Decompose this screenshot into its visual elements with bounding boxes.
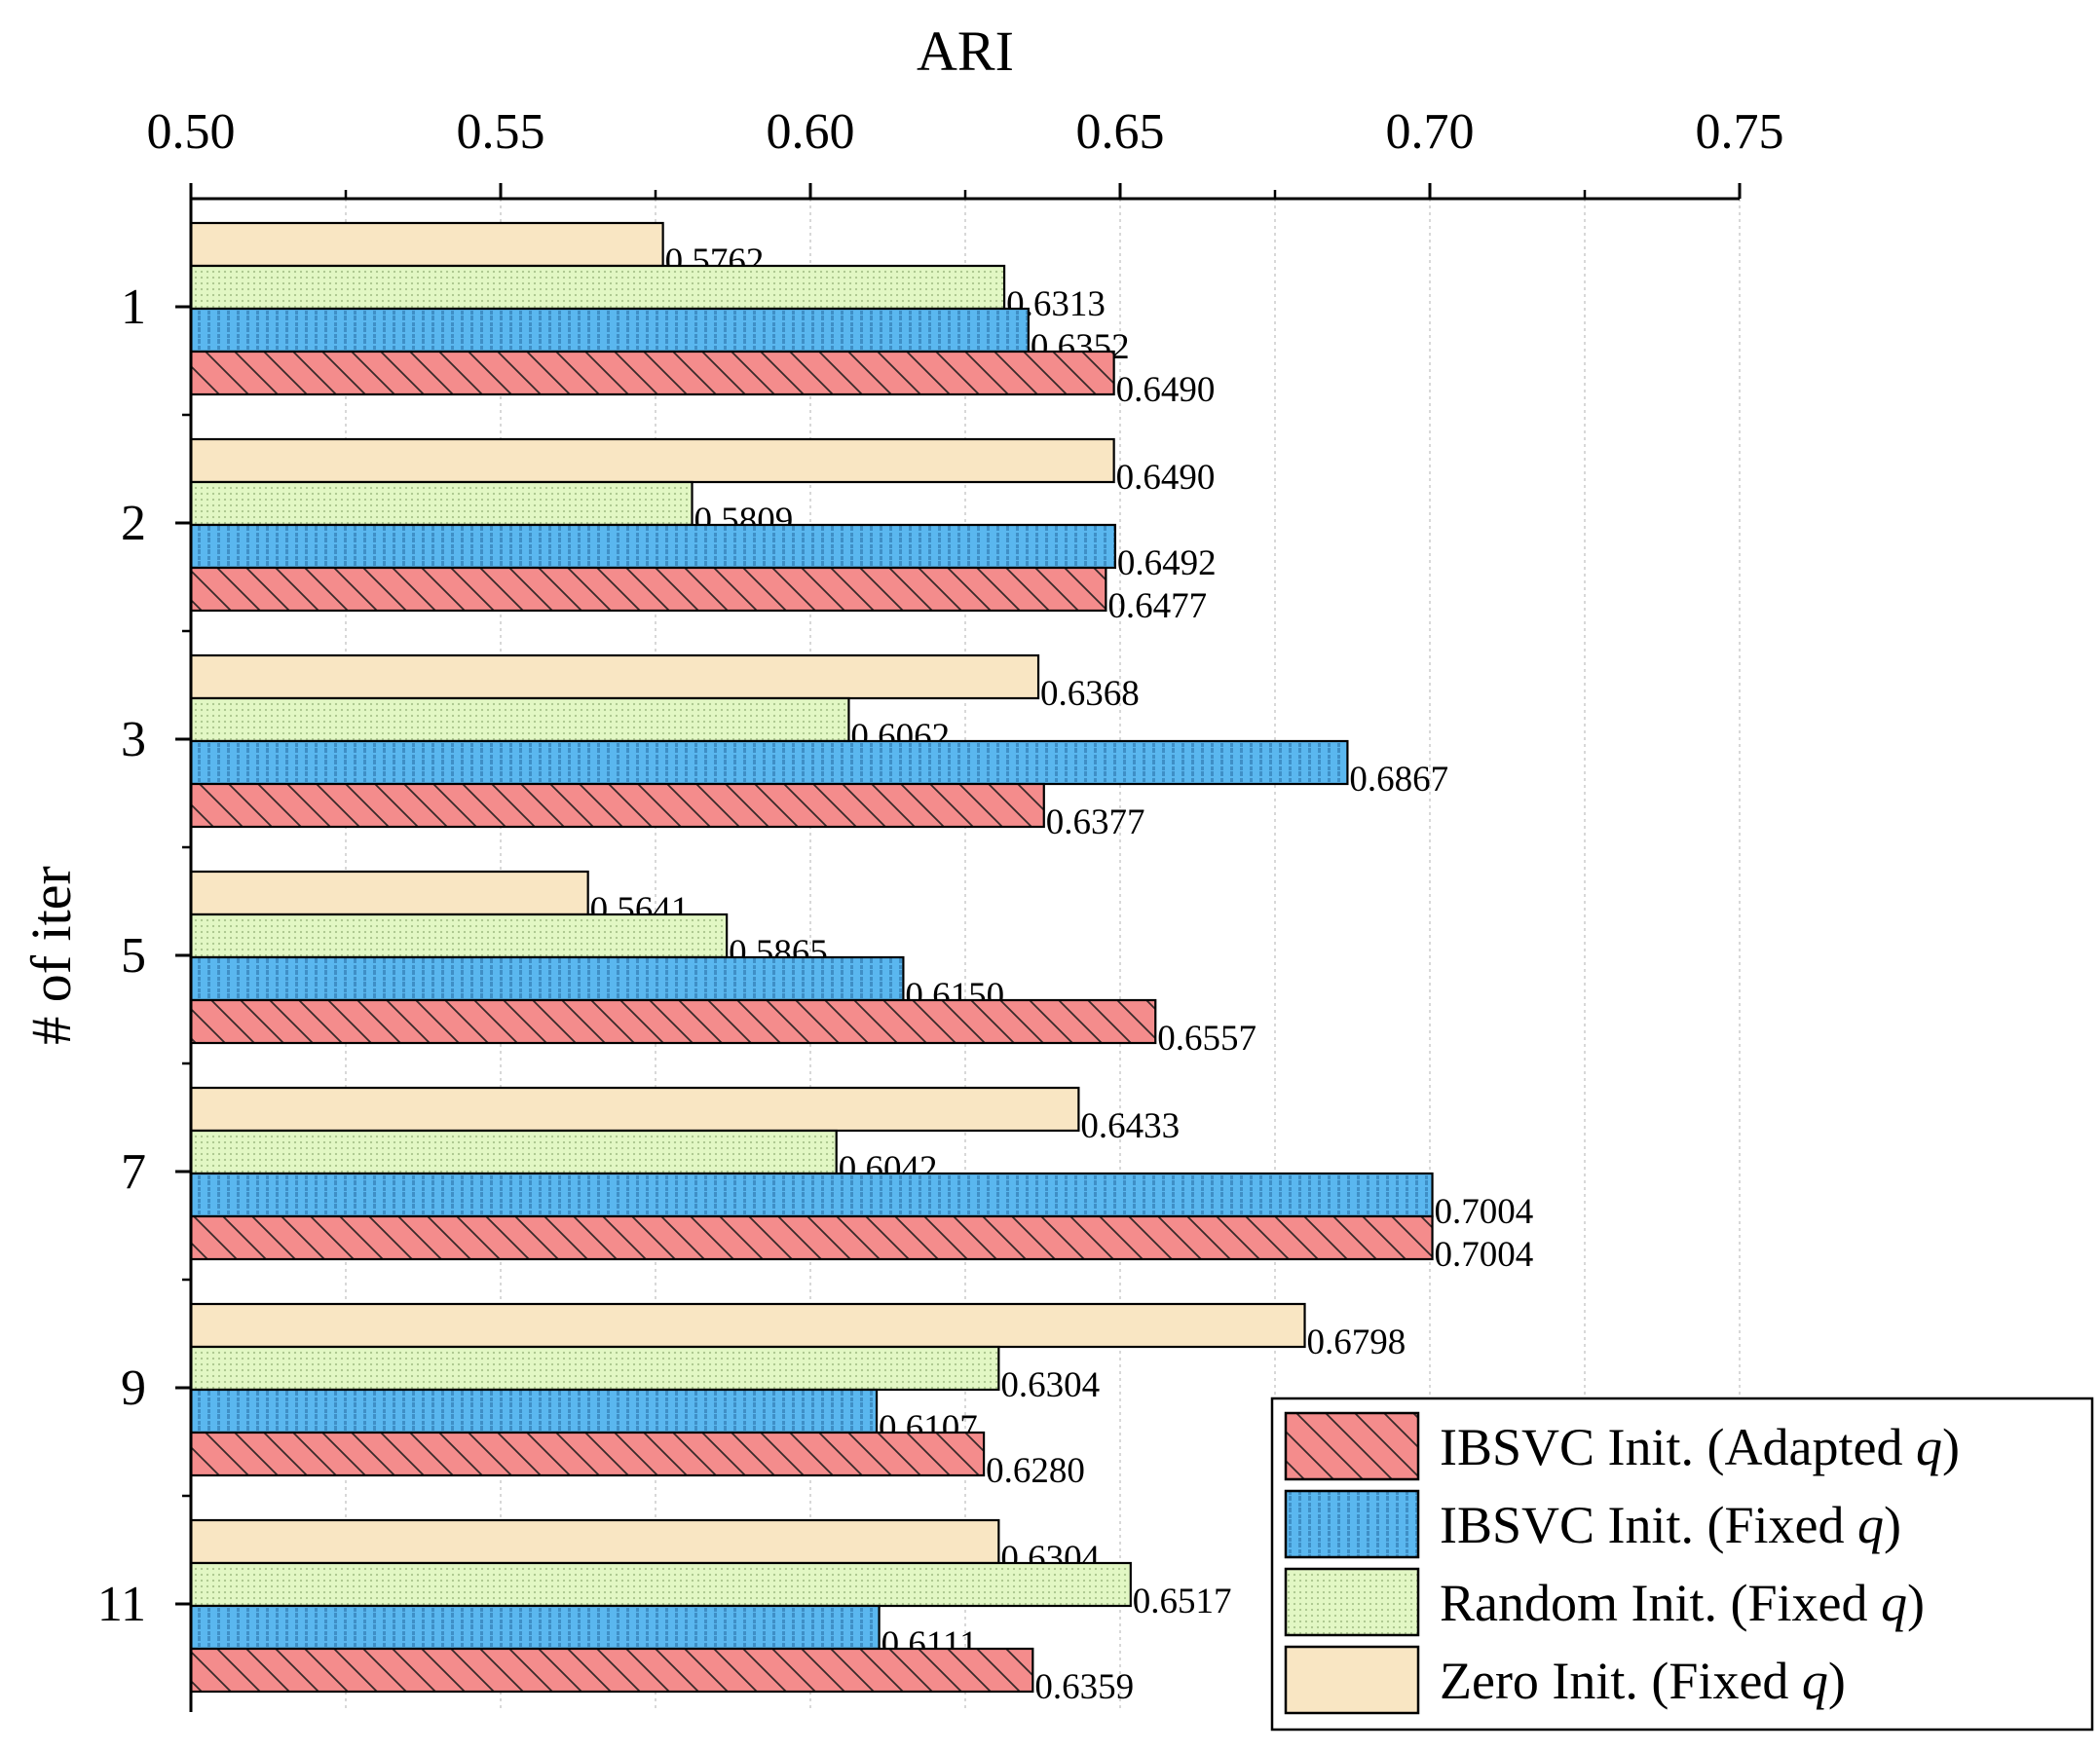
- bar: [189, 566, 1107, 613]
- bar: [189, 350, 1115, 396]
- bar-fill: [191, 872, 588, 914]
- y-tick-label: 2: [121, 496, 146, 551]
- bar: [189, 1129, 838, 1175]
- ticks: 0.50 0.55 0.60 0.65 0.70 0.75 1 2 3 5 7 9 11: [97, 104, 1784, 1632]
- data-label: 0.6490: [1116, 458, 1216, 498]
- legend-swatch-fill: [1286, 1647, 1418, 1713]
- legend-swatch: [1284, 1567, 1420, 1637]
- bar-fill: [191, 655, 1039, 698]
- bar: [189, 307, 1030, 354]
- x-tick-label: 0.65: [1076, 104, 1165, 160]
- data-label: 0.6867: [1349, 760, 1448, 800]
- bar: [189, 1214, 1434, 1261]
- bar: [189, 1172, 1434, 1218]
- data-label: 0.6557: [1157, 1019, 1256, 1059]
- legend-swatch: [1284, 1645, 1420, 1715]
- x-tick-label: 0.55: [457, 104, 545, 160]
- bar: [189, 1345, 1000, 1392]
- bar: [189, 696, 850, 743]
- data-label: 0.6377: [1046, 802, 1145, 842]
- x-tick-label: 0.50: [147, 104, 236, 160]
- data-label: 0.6492: [1117, 543, 1217, 583]
- data-label: 0.6304: [1000, 1365, 1100, 1405]
- bar: [189, 480, 694, 527]
- legend-label: Zero Init. (Fixed q): [1440, 1652, 1846, 1710]
- y-tick-label: 11: [97, 1577, 146, 1632]
- y-tick-label: 9: [121, 1360, 146, 1416]
- data-label: 0.6368: [1040, 674, 1140, 714]
- data-label: 0.6798: [1307, 1323, 1406, 1362]
- legend: IBSVC Init. (Adapted q) IBSVC Init. (Fixe…: [1270, 1397, 2094, 1732]
- bar: [189, 1561, 1132, 1608]
- bar: [189, 739, 1349, 786]
- x-tick-label: 0.75: [1696, 104, 1784, 160]
- y-tick-label: 5: [121, 928, 146, 984]
- bar: [189, 523, 1117, 570]
- bar: [189, 264, 1006, 311]
- bar: [189, 998, 1157, 1045]
- data-label: 0.6359: [1034, 1667, 1134, 1707]
- bar: [189, 1604, 881, 1651]
- data-label: 0.6433: [1080, 1106, 1180, 1146]
- bar: [189, 1388, 879, 1434]
- x-tick-label: 0.60: [767, 104, 855, 160]
- bar-fill: [191, 223, 663, 266]
- bars: 0.57620.63130.63520.64900.64900.58090.64…: [189, 221, 1534, 1707]
- data-label: 0.7004: [1435, 1192, 1534, 1232]
- data-label: 0.6477: [1107, 586, 1207, 626]
- data-label: 0.7004: [1435, 1235, 1534, 1275]
- bar-fill: [191, 1088, 1079, 1131]
- bar: [189, 913, 729, 959]
- bar: [189, 782, 1045, 829]
- y-axis-title: # of iter: [19, 866, 83, 1045]
- data-label: 0.6280: [986, 1451, 1085, 1491]
- data-label: 0.6490: [1116, 370, 1216, 410]
- legend-label: Random Init. (Fixed q): [1440, 1574, 1925, 1632]
- bar: [189, 1431, 986, 1477]
- legend-label: IBSVC Init. (Fixed q): [1440, 1496, 1901, 1554]
- x-axis-title: ARI: [917, 19, 1014, 83]
- y-tick-label: 3: [121, 712, 146, 767]
- legend-swatch: [1284, 1489, 1420, 1559]
- y-tick-label: 7: [121, 1144, 146, 1200]
- y-tick-label: 1: [121, 279, 146, 335]
- bar-fill: [191, 439, 1114, 482]
- bar-fill: [191, 1304, 1305, 1347]
- legend-label: IBSVC Init. (Adapted q): [1440, 1418, 1960, 1476]
- data-label: 0.6517: [1133, 1582, 1232, 1621]
- bar: [189, 955, 905, 1002]
- bar: [189, 1647, 1034, 1694]
- bar-fill: [191, 1520, 999, 1563]
- legend-swatch: [1284, 1411, 1420, 1481]
- x-tick-label: 0.70: [1386, 104, 1475, 160]
